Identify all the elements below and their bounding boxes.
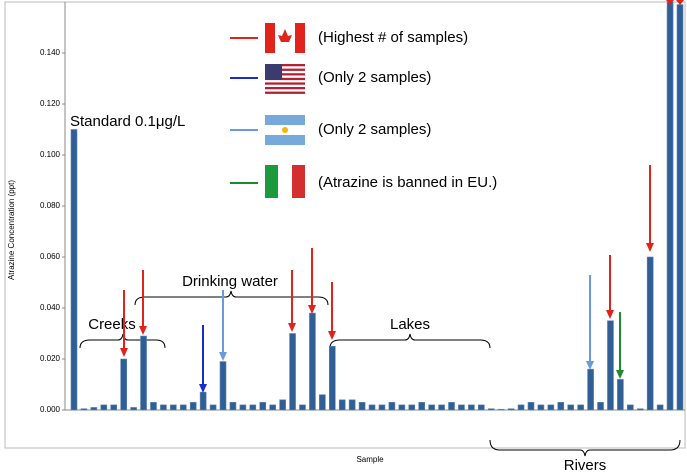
y-tick-label: 0.000 xyxy=(40,405,61,414)
bar xyxy=(527,402,535,411)
bar xyxy=(627,404,634,411)
bar xyxy=(646,256,654,411)
y-tick-label: 0.040 xyxy=(40,303,61,312)
y-tick-label: 0.140 xyxy=(40,48,61,57)
y-tick-label: 0.060 xyxy=(40,252,61,261)
bar xyxy=(170,404,177,411)
bar xyxy=(577,404,584,411)
legend-label: (Highest # of samples) xyxy=(318,29,468,46)
bar xyxy=(676,4,684,411)
legend-label: (Only 2 samples) xyxy=(318,69,431,86)
bar xyxy=(209,404,217,411)
bar xyxy=(378,404,386,411)
legend-label: (Only 2 samples) xyxy=(318,121,431,138)
brace xyxy=(489,439,681,457)
bar xyxy=(617,379,624,411)
y-tick-label: 0.020 xyxy=(40,354,61,363)
bar xyxy=(100,404,108,411)
x-axis-label: Sample xyxy=(356,455,384,464)
bar xyxy=(259,402,267,411)
legend-label: (Atrazine is banned in EU.) xyxy=(318,174,497,191)
bar xyxy=(567,404,575,411)
bar xyxy=(199,391,207,411)
bar xyxy=(517,404,525,411)
bar xyxy=(309,312,316,411)
bar xyxy=(497,408,505,411)
y-axis-label: Atrazine Concentration (ppt) xyxy=(7,180,16,280)
bar xyxy=(636,408,644,411)
bar xyxy=(279,399,286,411)
bar xyxy=(418,402,426,411)
bar xyxy=(249,404,257,411)
bar xyxy=(507,408,515,411)
brace xyxy=(134,290,329,306)
flag-argentina xyxy=(265,115,305,145)
bar xyxy=(656,404,664,411)
bar xyxy=(269,404,276,411)
bar xyxy=(299,404,306,411)
bar xyxy=(130,407,137,411)
annotation: Rivers xyxy=(564,457,607,474)
bar xyxy=(179,404,187,411)
bar xyxy=(229,402,237,411)
bar xyxy=(468,404,475,411)
bar xyxy=(319,394,326,411)
bar xyxy=(458,404,465,411)
flag-italy xyxy=(265,165,305,198)
bar xyxy=(597,402,604,411)
bar xyxy=(428,404,435,411)
bar xyxy=(398,404,406,411)
bar xyxy=(448,402,455,411)
bar xyxy=(547,404,555,411)
bar xyxy=(537,404,545,411)
bar xyxy=(110,404,118,411)
bar xyxy=(90,407,98,411)
bar xyxy=(666,1,674,411)
legend: (Highest # of samples) (Only 2 samples) … xyxy=(230,23,497,198)
bar xyxy=(189,402,197,411)
bar xyxy=(408,404,416,411)
bar xyxy=(150,402,157,411)
bars xyxy=(70,1,684,411)
bar xyxy=(160,404,167,411)
bar xyxy=(239,404,247,411)
bar xyxy=(70,129,78,411)
bar xyxy=(438,404,445,411)
bar xyxy=(348,399,356,411)
brace xyxy=(79,333,166,349)
chart-frame xyxy=(4,1,686,449)
bar xyxy=(607,320,614,411)
brace xyxy=(329,333,491,349)
bar xyxy=(120,358,127,411)
bar xyxy=(338,399,346,411)
y-tick-label: 0.100 xyxy=(40,150,61,159)
bar xyxy=(140,335,147,411)
y-tick-label: 0.080 xyxy=(40,201,61,210)
flag-usa xyxy=(265,64,305,94)
bar xyxy=(478,404,485,411)
annotation: Creeks xyxy=(88,316,136,333)
bar xyxy=(80,408,88,411)
arrows xyxy=(120,0,684,393)
red-arrows xyxy=(120,0,684,357)
bar xyxy=(388,402,396,411)
bar xyxy=(557,402,565,411)
bar xyxy=(487,408,495,411)
bar xyxy=(368,404,376,411)
annotation: Standard 0.1μg/L xyxy=(70,113,185,130)
bar xyxy=(219,361,227,411)
bar xyxy=(587,368,594,411)
annotation: Lakes xyxy=(390,316,430,333)
y-tick-label: 0.120 xyxy=(40,99,61,108)
annotation: Drinking water xyxy=(182,273,278,290)
bar xyxy=(289,333,296,411)
flag-canada xyxy=(265,23,305,53)
bar xyxy=(328,345,336,411)
bar xyxy=(358,402,366,411)
